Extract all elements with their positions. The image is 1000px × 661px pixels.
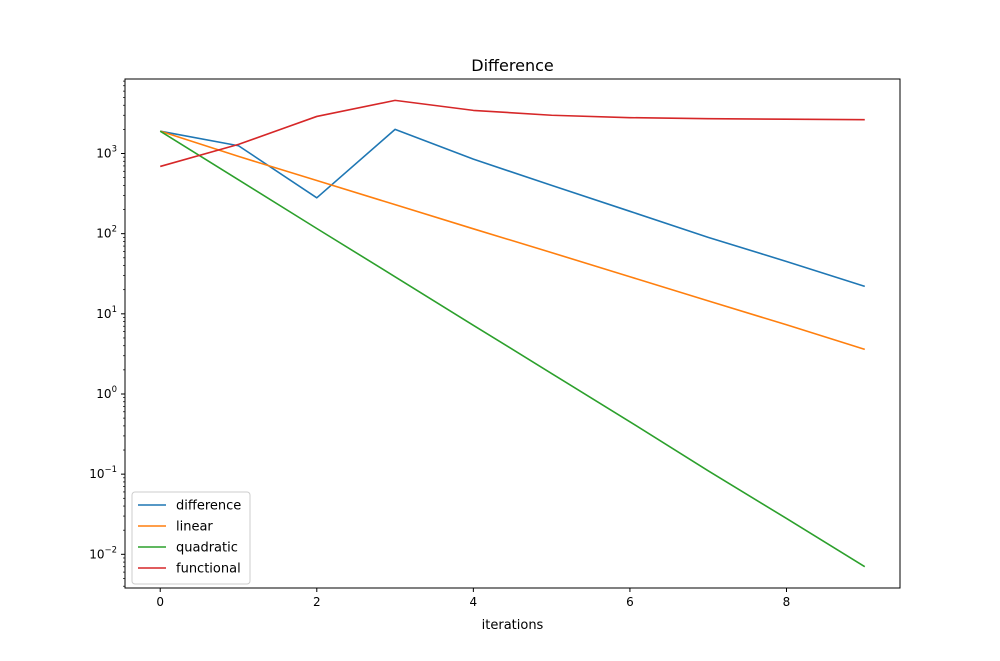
legend-label-difference: difference (176, 499, 241, 514)
series-line-quadratic (159, 130, 866, 568)
legend-label-linear: linear (176, 520, 213, 535)
y-tick-label: 10−1 (89, 465, 117, 481)
series-layer (159, 99, 866, 568)
legend-label-functional: functional (176, 562, 241, 577)
series-line-difference (160, 128, 866, 288)
series-line-linear (159, 130, 866, 351)
y-tick-label: 101 (96, 305, 117, 321)
y-tick-label: 100 (96, 385, 117, 401)
x-axis-ticks: 0 2 4 6 8 (156, 588, 790, 609)
legend-box (131, 491, 251, 585)
y-axis-ticks: 10−2 10−1 100 101 102 103 (89, 80, 125, 587)
chart-title: Difference (471, 56, 553, 75)
x-tick-label: 8 (783, 595, 791, 609)
x-tick-label: 4 (470, 595, 478, 609)
y-tick-label: 10−2 (89, 545, 117, 561)
x-tick-label: 2 (313, 595, 321, 609)
x-tick-label: 6 (626, 595, 634, 609)
legend: difference linear quadratic functional (131, 491, 251, 585)
legend-label-quadratic: quadratic (176, 541, 238, 556)
y-tick-label: 102 (96, 225, 117, 241)
series-line-functional (160, 99, 865, 168)
x-tick-label: 0 (156, 595, 164, 609)
axes-frame (124, 78, 901, 589)
plot-area: 0 2 4 6 8 10−2 10−1 100 101 102 103 (89, 78, 901, 609)
y-tick-label: 103 (96, 145, 117, 161)
x-axis-label: iterations (482, 618, 544, 633)
